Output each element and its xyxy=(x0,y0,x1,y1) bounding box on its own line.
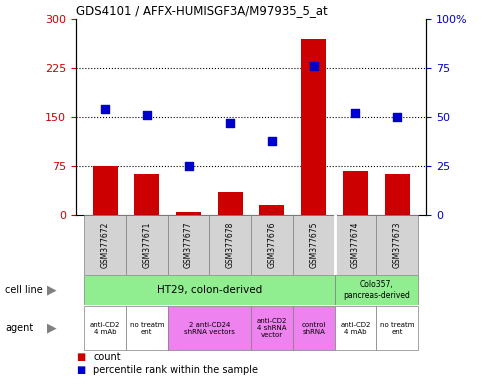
Bar xyxy=(134,174,159,215)
Text: cell line: cell line xyxy=(5,285,43,295)
Point xyxy=(310,63,318,69)
Bar xyxy=(293,215,335,275)
Text: anti-CD2
4 mAb: anti-CD2 4 mAb xyxy=(90,322,121,335)
Text: count: count xyxy=(93,352,121,362)
Text: GSM377678: GSM377678 xyxy=(226,222,235,268)
Text: HT29, colon-derived: HT29, colon-derived xyxy=(157,285,262,295)
Text: agent: agent xyxy=(5,323,33,333)
Text: GSM377676: GSM377676 xyxy=(268,222,276,268)
Bar xyxy=(126,215,168,275)
Bar xyxy=(260,205,285,215)
Point xyxy=(226,120,234,126)
Point xyxy=(101,106,109,113)
Text: control
shRNA: control shRNA xyxy=(301,322,326,335)
Bar xyxy=(293,306,335,351)
Bar xyxy=(376,215,418,275)
Bar xyxy=(385,174,410,215)
Text: GSM377677: GSM377677 xyxy=(184,222,193,268)
Bar xyxy=(84,306,126,351)
Text: GSM377671: GSM377671 xyxy=(143,222,151,268)
Bar xyxy=(93,166,118,215)
Bar xyxy=(209,215,251,275)
Text: ▶: ▶ xyxy=(47,322,56,335)
Text: no treatm
ent: no treatm ent xyxy=(129,322,164,335)
Text: anti-CD2
4 shRNA
vector: anti-CD2 4 shRNA vector xyxy=(257,318,287,338)
Bar xyxy=(251,306,293,351)
Text: ■: ■ xyxy=(76,352,85,362)
Bar xyxy=(335,215,376,275)
Point xyxy=(351,110,359,116)
Bar xyxy=(301,39,326,215)
Bar xyxy=(218,192,243,215)
Point xyxy=(393,114,401,120)
Text: ■: ■ xyxy=(76,364,85,375)
Text: ▶: ▶ xyxy=(47,283,56,296)
Point xyxy=(143,112,151,118)
Bar xyxy=(84,215,126,275)
Text: GSM377673: GSM377673 xyxy=(392,222,402,268)
Text: GDS4101 / AFFX-HUMISGF3A/M97935_5_at: GDS4101 / AFFX-HUMISGF3A/M97935_5_at xyxy=(76,3,328,17)
Bar xyxy=(84,275,335,305)
Bar xyxy=(335,306,376,351)
Text: percentile rank within the sample: percentile rank within the sample xyxy=(93,364,258,375)
Bar xyxy=(168,306,251,351)
Bar xyxy=(376,306,418,351)
Text: 2 anti-CD24
shRNA vectors: 2 anti-CD24 shRNA vectors xyxy=(184,322,235,335)
Bar xyxy=(335,275,418,305)
Bar xyxy=(251,215,293,275)
Point xyxy=(185,163,193,169)
Text: GSM377675: GSM377675 xyxy=(309,222,318,268)
Text: GSM377672: GSM377672 xyxy=(100,222,110,268)
Text: Colo357,
pancreas-derived: Colo357, pancreas-derived xyxy=(343,280,410,300)
Bar xyxy=(168,215,209,275)
Bar xyxy=(176,212,201,215)
Text: GSM377674: GSM377674 xyxy=(351,222,360,268)
Bar xyxy=(126,306,168,351)
Text: no treatm
ent: no treatm ent xyxy=(380,322,415,335)
Bar xyxy=(343,170,368,215)
Text: anti-CD2
4 mAb: anti-CD2 4 mAb xyxy=(340,322,370,335)
Point xyxy=(268,137,276,144)
